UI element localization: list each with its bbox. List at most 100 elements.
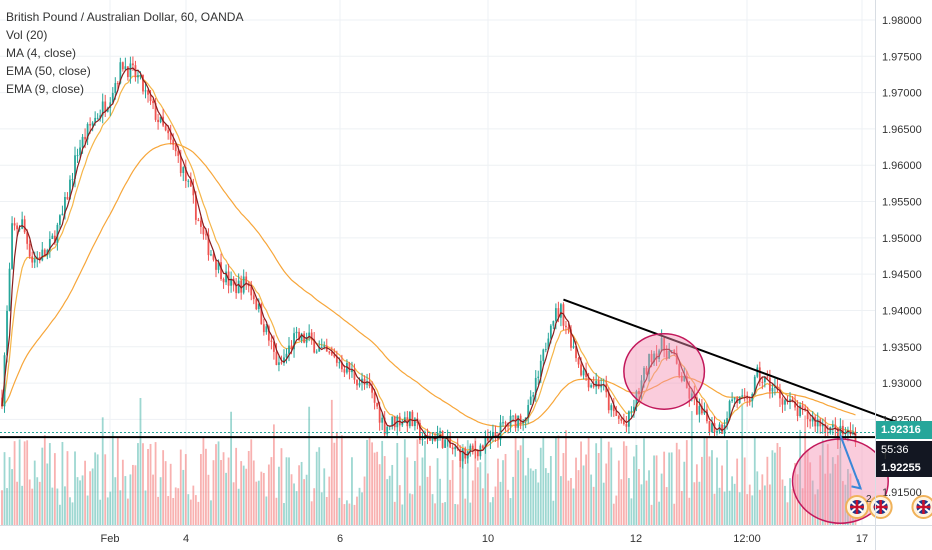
candle-body — [650, 353, 653, 363]
volume-bar — [41, 447, 44, 525]
volume-bar — [323, 468, 326, 525]
candle-body — [305, 337, 308, 343]
volume-bar — [242, 465, 245, 525]
volume-bar — [205, 448, 207, 525]
volume-bar — [356, 496, 358, 525]
legend-volume[interactable]: Vol (20) — [6, 28, 48, 42]
candle-body — [617, 415, 620, 419]
candle-body — [56, 224, 59, 243]
candle-body — [590, 385, 593, 388]
uk-flag-icon[interactable] — [868, 495, 893, 519]
candle-body — [94, 117, 97, 123]
candle-body — [572, 346, 575, 348]
volume-bar — [416, 439, 419, 525]
volume-bar — [492, 497, 494, 525]
candle-body — [554, 308, 557, 322]
candle-body — [315, 351, 318, 353]
volume-bar — [305, 474, 308, 525]
volume-bar — [56, 488, 59, 525]
volume-bar — [315, 451, 318, 525]
volume-bar — [101, 417, 104, 525]
volume-bar — [126, 498, 129, 525]
uk-flag-icon[interactable] — [845, 495, 869, 519]
candle-body — [413, 418, 416, 427]
volume-bar — [76, 477, 79, 525]
volume-bar — [585, 454, 587, 525]
volume-bar — [406, 457, 409, 525]
volume-bar — [789, 478, 791, 525]
legend-ema9[interactable]: EMA (9, close) — [6, 82, 85, 96]
candle-body — [391, 416, 394, 426]
legend-ema50[interactable]: EMA (50, close) — [6, 64, 91, 78]
volume-bar — [658, 501, 661, 525]
volume-bar — [398, 485, 401, 525]
volume-bar — [174, 487, 177, 525]
candle-body — [104, 101, 107, 112]
volume-bar — [429, 465, 431, 525]
chart-title[interactable]: British Pound / Australian Dollar, 60, O… — [6, 10, 244, 24]
time-tick-label: Feb — [101, 533, 120, 545]
volume-bar — [640, 484, 643, 525]
volume-bar — [509, 498, 512, 525]
legend-ma4[interactable]: MA (4, close) — [6, 46, 77, 60]
candle-body — [64, 197, 66, 214]
volume-bar — [497, 458, 499, 525]
candle-body — [575, 346, 577, 359]
candle-body — [71, 178, 74, 180]
candle-body — [630, 410, 633, 412]
volume-bar — [527, 457, 530, 525]
volume-bar — [779, 446, 781, 525]
uk-flag-icon[interactable] — [911, 495, 932, 519]
candle-body — [220, 262, 222, 280]
candle-body — [212, 254, 215, 260]
volume-bar — [716, 457, 718, 525]
candle-body — [111, 92, 114, 103]
candle-body — [688, 388, 691, 399]
candle-body — [678, 363, 681, 376]
volume-bar — [648, 470, 650, 525]
candle-body — [222, 279, 225, 283]
volume-bar — [325, 496, 328, 525]
volume-bar — [706, 436, 708, 525]
candle-body — [811, 416, 814, 422]
volume-bar — [617, 460, 620, 525]
candle-body — [318, 347, 321, 352]
volume-bar — [746, 494, 749, 525]
volume-bar — [285, 457, 288, 525]
descending-trendline — [563, 298, 932, 437]
volume-bar — [298, 465, 300, 525]
candle-body — [761, 381, 764, 383]
volume-bar — [267, 464, 270, 525]
candle-body — [325, 345, 328, 352]
candle-body — [265, 326, 268, 333]
volume-bar — [721, 465, 723, 525]
candle-body — [159, 116, 162, 123]
volume-bar — [595, 443, 598, 525]
volume-bar — [627, 478, 630, 525]
candle-body — [199, 220, 202, 227]
candle-body — [346, 362, 348, 373]
volume-bar — [421, 457, 424, 525]
candle-body — [84, 136, 86, 140]
volume-bar — [358, 487, 361, 525]
time-tick-label: 10 — [482, 533, 494, 545]
volume-bar — [245, 468, 248, 525]
time-tick-label: 17 — [856, 533, 868, 545]
volume-bar — [18, 439, 21, 525]
volume-bar — [592, 486, 595, 525]
volume-bar — [665, 487, 668, 525]
volume-bar — [522, 436, 525, 525]
ema-9-line — [1, 75, 856, 452]
volume-bar — [519, 445, 522, 525]
volume-bar — [678, 449, 681, 525]
candle-body — [831, 424, 834, 428]
volume-bar — [28, 479, 31, 525]
price-tick-label: 1.96000 — [882, 160, 922, 172]
volume-bar — [237, 488, 240, 525]
candle-body — [816, 419, 819, 427]
candle-body — [549, 325, 552, 339]
volume-bar — [484, 446, 487, 525]
time-tick-label: 6 — [337, 533, 343, 545]
candle-body — [539, 360, 542, 377]
